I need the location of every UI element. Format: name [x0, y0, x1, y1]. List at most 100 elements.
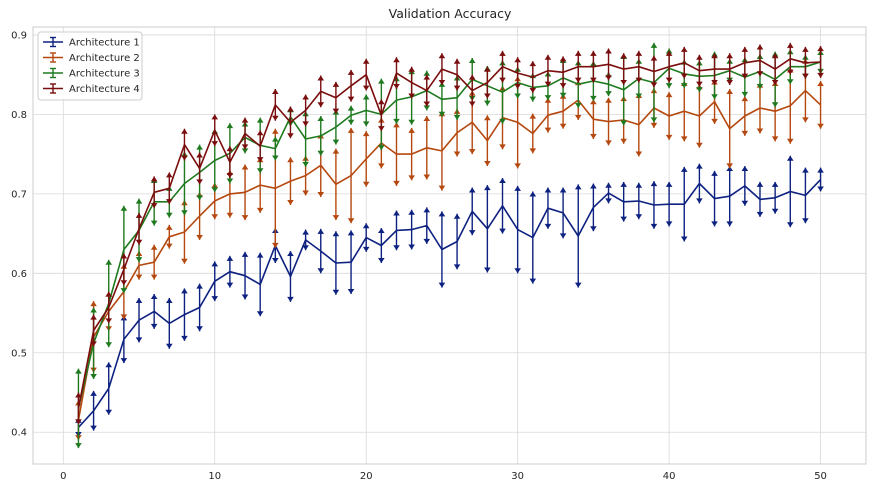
error-cap-lower	[408, 93, 415, 99]
error-cap-lower	[423, 105, 431, 111]
x-tick-label: 50	[814, 471, 827, 482]
error-cap-lower	[423, 101, 431, 107]
error-cap-lower	[635, 214, 643, 220]
error-cap-lower	[771, 80, 779, 86]
error-cap-upper	[741, 166, 749, 172]
error-cap-upper	[484, 66, 491, 72]
series-line	[77, 61, 821, 409]
error-cap-lower	[484, 161, 491, 167]
error-cap-upper	[150, 293, 158, 299]
error-cap-lower	[741, 91, 749, 97]
error-cap-upper	[241, 251, 249, 257]
error-cap-lower	[226, 178, 234, 184]
error-cap-upper	[771, 53, 779, 59]
error-cap-upper	[423, 74, 431, 80]
error-cap-upper	[302, 94, 309, 100]
error-cap-lower	[362, 246, 370, 252]
error-cap-lower	[226, 282, 234, 288]
error-cap-lower	[196, 195, 203, 201]
series-layer	[75, 42, 824, 449]
error-cap-lower	[574, 282, 582, 288]
error-cap-upper	[423, 207, 431, 213]
error-cap-upper	[696, 54, 703, 60]
error-cap-lower	[817, 123, 824, 129]
error-cap-lower	[196, 234, 203, 240]
error-cap-lower	[756, 71, 764, 77]
error-cap-upper	[741, 46, 749, 52]
error-cap-upper	[514, 57, 521, 63]
error-cap-lower	[256, 207, 264, 213]
error-cap-lower	[226, 172, 234, 178]
error-cap-lower	[650, 122, 658, 128]
error-cap-upper	[166, 297, 173, 303]
error-cap-upper	[605, 182, 612, 188]
error-cap-lower	[423, 238, 431, 244]
error-cap-upper	[196, 144, 203, 150]
error-cap-lower	[756, 83, 764, 89]
error-cap-lower	[347, 119, 355, 125]
error-cap-lower	[393, 180, 400, 186]
error-cap-upper	[771, 181, 779, 187]
error-cap-upper	[423, 70, 431, 76]
error-cap-upper	[317, 75, 325, 81]
error-cap-lower	[241, 144, 249, 150]
error-cap-lower	[135, 257, 143, 263]
error-cap-lower	[241, 294, 249, 300]
legend-label: Architecture 4	[69, 84, 140, 95]
error-cap-lower	[272, 242, 279, 248]
error-cap-lower	[150, 323, 158, 329]
error-cap-upper	[332, 81, 340, 87]
error-cap-upper	[287, 251, 294, 257]
error-cap-lower	[256, 157, 264, 163]
error-cap-lower	[332, 139, 340, 145]
error-cap-lower	[605, 75, 612, 81]
error-cap-lower	[696, 142, 703, 148]
error-cap-lower	[150, 274, 158, 280]
error-cap-upper	[393, 210, 400, 216]
error-cap-upper	[90, 307, 97, 313]
error-cap-lower	[680, 136, 688, 142]
error-cap-upper	[741, 96, 749, 102]
error-cap-lower	[650, 223, 658, 229]
error-cap-upper	[226, 255, 234, 261]
error-cap-lower	[362, 85, 370, 91]
error-cap-upper	[468, 187, 476, 193]
error-cap-upper	[332, 231, 340, 237]
error-cap-lower	[605, 91, 612, 97]
series-2	[75, 58, 824, 441]
error-cap-upper	[408, 66, 415, 72]
error-cap-lower	[468, 230, 476, 236]
error-cap-lower	[786, 222, 794, 228]
error-cap-lower	[665, 221, 673, 227]
series-4	[75, 42, 824, 425]
error-cap-upper	[544, 97, 552, 103]
error-cap-lower	[105, 409, 113, 415]
error-cap-upper	[317, 228, 325, 234]
error-cap-lower	[378, 257, 385, 263]
error-cap-lower	[241, 148, 249, 154]
error-cap-lower	[635, 77, 643, 83]
error-cap-lower	[544, 95, 552, 101]
error-cap-upper	[650, 55, 658, 61]
error-cap-upper	[817, 46, 824, 52]
error-cap-lower	[574, 114, 582, 120]
error-cap-lower	[120, 280, 128, 286]
error-cap-lower	[514, 268, 521, 274]
error-cap-upper	[287, 157, 294, 163]
error-cap-lower	[711, 80, 718, 86]
legend-item-4: Architecture 4	[43, 83, 140, 95]
error-cap-lower	[438, 282, 446, 288]
error-cap-lower	[166, 212, 173, 218]
error-cap-upper	[150, 176, 158, 182]
error-cap-lower	[181, 155, 188, 161]
error-cap-upper	[90, 301, 97, 307]
error-cap-lower	[438, 185, 446, 191]
error-cap-upper	[665, 92, 673, 98]
error-cap-lower	[347, 288, 355, 294]
error-cap-lower	[529, 87, 537, 93]
error-cap-lower	[696, 198, 703, 204]
error-cap-lower	[287, 133, 294, 139]
error-cap-lower	[499, 77, 506, 83]
error-cap-upper	[378, 78, 385, 84]
